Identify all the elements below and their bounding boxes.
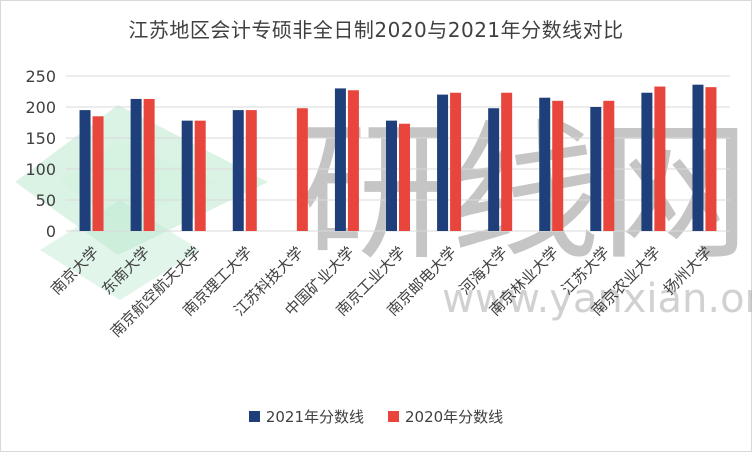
legend-label-2021: 2021年分数线 [265, 408, 364, 426]
bar-2020 [143, 98, 155, 231]
bar-2021 [130, 98, 142, 231]
bar-2020 [501, 92, 513, 232]
bar-2020 [92, 116, 104, 231]
bar-2020 [654, 86, 666, 231]
y-tick-label: 250 [25, 67, 56, 86]
y-tick-label: 150 [25, 129, 56, 148]
legend-item-2020: 2020年分数线 [388, 406, 503, 427]
bar-2020 [705, 87, 717, 231]
bar-2021 [181, 120, 193, 231]
bar-2020 [296, 108, 308, 231]
legend-swatch-2020 [388, 411, 399, 422]
bar-2021 [641, 92, 653, 232]
bar-2021 [692, 84, 704, 232]
bar-2020 [603, 100, 615, 231]
watermark-text: 研线网 [300, 107, 750, 281]
bar-2021 [590, 107, 602, 231]
chart-title: 江苏地区会计专硕非全日制2020与2021年分数线对比 [128, 18, 624, 42]
y-tick-label: 0 [46, 222, 56, 241]
bar-2021 [488, 108, 500, 231]
legend-label-2020: 2020年分数线 [405, 408, 504, 426]
legend-swatch-2021 [248, 411, 260, 422]
y-tick-label: 100 [25, 160, 56, 179]
bar-2021 [232, 110, 244, 231]
bar-2020 [552, 100, 564, 231]
legend-item-2021: 2021年分数线 [248, 406, 364, 427]
y-tick-label: 50 [36, 191, 56, 210]
y-tick-label: 200 [25, 98, 56, 117]
bar-2021 [437, 94, 449, 231]
bar-2020 [245, 110, 257, 231]
bar-2020 [347, 90, 359, 231]
watermark: 研线网 www.yanxian.org [15, 105, 752, 322]
bar-2021 [79, 110, 91, 231]
bar-2021 [539, 97, 551, 231]
bar-2021 [386, 120, 397, 231]
chart-legend: 2021年分数线 2020年分数线 [0, 406, 752, 427]
bar-2020 [194, 120, 206, 231]
bar-2020 [399, 123, 410, 231]
watermark-url: www.yanxian.org [442, 276, 752, 322]
bar-2020 [450, 92, 462, 232]
bar-2021 [334, 88, 346, 232]
